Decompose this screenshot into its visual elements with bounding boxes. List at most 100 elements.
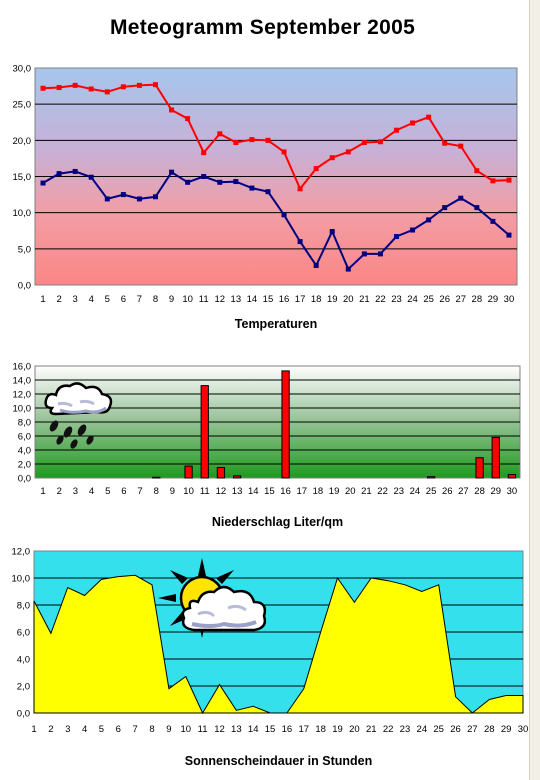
series-2-point bbox=[506, 232, 512, 238]
temperature-chart: 0,05,010,015,020,025,030,01 2 3 4 5 6 7 8 9 10 11 1… bbox=[13, 64, 518, 331]
x-tick-label: 25 bbox=[433, 724, 444, 735]
x-tick-label: 11 bbox=[200, 486, 210, 497]
y-tick-label: 16,0 bbox=[13, 362, 32, 373]
y-tick-label: 5,0 bbox=[18, 244, 31, 255]
precip-bar bbox=[507, 474, 517, 479]
series-2-point bbox=[345, 266, 351, 272]
series-1-point bbox=[442, 140, 448, 146]
series-2-point bbox=[88, 174, 94, 180]
series-2-point bbox=[120, 192, 126, 198]
series-1-point bbox=[185, 116, 191, 122]
rain-cloud-icon bbox=[44, 382, 113, 449]
precip-bar bbox=[184, 465, 193, 479]
x-tick-label: 29 bbox=[501, 724, 512, 735]
series-1-point bbox=[506, 177, 512, 183]
y-tick-label: 2,0 bbox=[17, 682, 30, 693]
x-tick-label: 21 bbox=[366, 724, 377, 735]
series-1-point bbox=[265, 137, 271, 143]
x-tick-label: 25 bbox=[423, 294, 434, 305]
x-tick-label: 24 bbox=[410, 486, 421, 497]
x-tick-label: 16 bbox=[280, 486, 291, 497]
x-tick-label: 1 bbox=[31, 724, 36, 735]
precip-bar bbox=[475, 457, 484, 479]
y-tick-label: 15,0 bbox=[13, 172, 32, 183]
series-1-point bbox=[56, 85, 62, 91]
series-2-point bbox=[281, 212, 287, 218]
series-2-point bbox=[410, 227, 416, 233]
x-tick-label: 7 bbox=[137, 486, 142, 497]
precip-bar bbox=[152, 476, 161, 479]
series-2-point bbox=[458, 195, 464, 201]
series-1-point bbox=[410, 120, 416, 126]
x-tick-label: 19 bbox=[327, 294, 338, 305]
series-2-point bbox=[361, 251, 367, 257]
y-tick-label: 6,0 bbox=[17, 628, 30, 639]
sun-cloud-icon bbox=[158, 558, 267, 638]
x-tick-label: 23 bbox=[393, 486, 404, 497]
series-1-point bbox=[104, 89, 110, 95]
y-tick-label: 30,0 bbox=[13, 64, 32, 75]
series-2-point bbox=[474, 205, 480, 211]
x-tick-label: 8 bbox=[154, 486, 159, 497]
series-1-point bbox=[394, 127, 399, 133]
series-1-point bbox=[169, 107, 175, 113]
precip-bar bbox=[232, 475, 242, 479]
x-tick-label: 7 bbox=[137, 294, 142, 305]
series-1-point bbox=[313, 166, 319, 172]
series-1-point bbox=[458, 143, 464, 149]
x-tick-label: 11 bbox=[198, 724, 208, 735]
x-tick-label: 24 bbox=[417, 724, 428, 735]
x-tick-label: 15 bbox=[263, 294, 274, 305]
x-tick-label: 10 bbox=[182, 294, 193, 305]
x-tick-label: 17 bbox=[295, 294, 306, 305]
x-tick-label: 20 bbox=[345, 486, 356, 497]
x-tick-label: 1 bbox=[40, 294, 45, 305]
series-1-point bbox=[426, 114, 432, 120]
x-tick-label: 3 bbox=[73, 486, 78, 497]
x-tick-label: 29 bbox=[490, 486, 501, 497]
x-tick-label: 20 bbox=[349, 724, 360, 735]
series-2-point bbox=[249, 185, 255, 191]
x-tick-label: 30 bbox=[507, 486, 518, 497]
series-1-point bbox=[136, 82, 142, 88]
series-1-point bbox=[281, 149, 287, 155]
x-tick-label: 4 bbox=[89, 294, 94, 305]
x-tick-label: 28 bbox=[474, 486, 485, 497]
y-tick-label: 0,0 bbox=[17, 709, 30, 720]
x-tick-label: 16 bbox=[279, 294, 290, 305]
series-2-point bbox=[136, 196, 142, 202]
x-tick-label: 1 bbox=[40, 486, 45, 497]
series-2-point bbox=[313, 262, 319, 268]
x-tick-label: 19 bbox=[329, 486, 340, 497]
x-tick-label: 21 bbox=[359, 294, 370, 305]
y-tick-label: 20,0 bbox=[13, 136, 32, 147]
series-2-point bbox=[104, 196, 110, 202]
x-tick-label: 13 bbox=[231, 294, 242, 305]
y-tick-label: 4,0 bbox=[18, 446, 31, 457]
x-tick-label: 15 bbox=[264, 486, 275, 497]
x-tick-label: 12 bbox=[214, 724, 225, 735]
series-2-point bbox=[297, 239, 303, 245]
x-axis-label: Temperaturen bbox=[235, 317, 317, 331]
x-tick-label: 3 bbox=[65, 724, 70, 735]
x-tick-label: 2 bbox=[48, 724, 53, 735]
x-tick-label: 20 bbox=[343, 294, 354, 305]
x-tick-label: 24 bbox=[407, 294, 418, 305]
scrollbar-strip[interactable] bbox=[529, 0, 540, 780]
series-1-point bbox=[474, 168, 480, 174]
series-line-2 bbox=[42, 170, 510, 271]
series-2-point bbox=[56, 171, 62, 177]
series-1-point bbox=[72, 82, 78, 88]
x-tick-label: 4 bbox=[89, 486, 94, 497]
y-tick-label: 8,0 bbox=[17, 601, 30, 612]
x-tick-label: 18 bbox=[315, 724, 326, 735]
y-tick-label: 14,0 bbox=[13, 376, 32, 387]
x-tick-label: 13 bbox=[231, 724, 242, 735]
x-tick-label: 23 bbox=[391, 294, 402, 305]
series-1-point bbox=[88, 86, 94, 92]
x-tick-label: 30 bbox=[518, 724, 529, 735]
x-tick-label: 28 bbox=[484, 724, 495, 735]
x-tick-label: 2 bbox=[57, 486, 62, 497]
x-tick-label: 10 bbox=[183, 486, 194, 497]
